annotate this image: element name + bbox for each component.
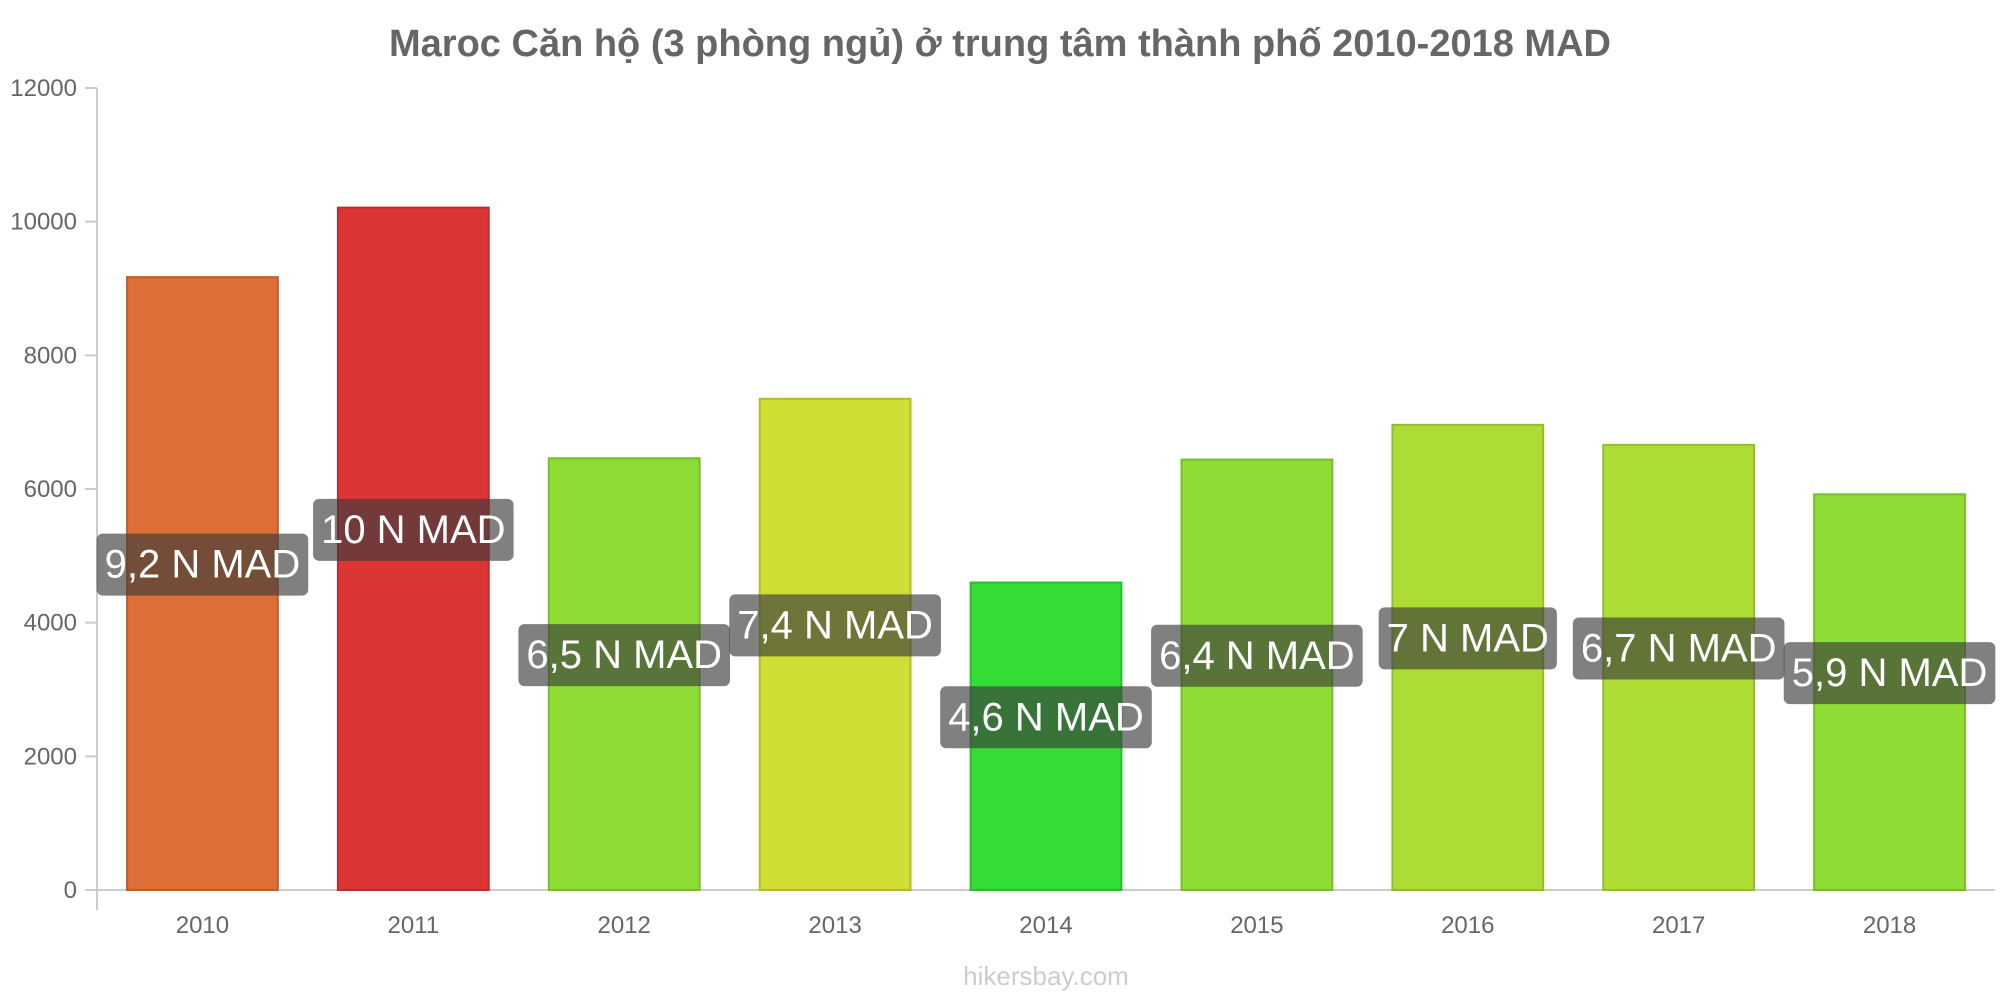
data-label-2013: 7,4 N MAD [729, 594, 941, 657]
x-tick-label: 2013 [808, 912, 861, 939]
data-labels-group: 9,2 N MAD 10 N MAD 6,5 N MAD 7,4 N MAD 4,6 N… [96, 498, 1996, 749]
x-tick-label: 2018 [1863, 912, 1916, 939]
y-tick-label: 0 [64, 877, 77, 904]
x-axis: 2010 2011 2012 2013 2014 2015 2016 2017 2018 [97, 889, 1995, 939]
data-label-2017: 6,7 N MAD [1572, 617, 1785, 680]
data-label-text: 9,2 N MAD [105, 543, 301, 587]
data-label-2014: 4,6 N MAD [940, 686, 1152, 749]
x-tick-label: 2017 [1652, 912, 1705, 939]
y-axis: 0 2000 4000 6000 8000 10000 12000 [10, 75, 98, 910]
x-tick-label: 2015 [1230, 912, 1283, 939]
y-tick-label: 10000 [10, 209, 77, 236]
y-tick-label: 4000 [24, 610, 77, 637]
y-tick-label: 6000 [24, 476, 77, 503]
data-label-text: 4,6 N MAD [948, 695, 1144, 739]
data-label-text: 6,4 N MAD [1159, 634, 1355, 678]
data-label-box [1378, 607, 1557, 670]
data-label-2010: 9,2 N MAD [96, 533, 309, 596]
data-label-2015: 6,4 N MAD [1151, 624, 1363, 687]
data-label-text: 10 N MAD [321, 508, 506, 552]
x-tick-label: 2011 [388, 912, 440, 939]
footer-watermark: hikersbay.com [963, 961, 1129, 991]
data-label-box [1151, 624, 1363, 687]
data-label-text: 7,4 N MAD [737, 603, 933, 647]
y-tick-label: 12000 [10, 75, 77, 102]
data-label-text: 6,7 N MAD [1581, 626, 1777, 670]
data-label-box [940, 686, 1152, 749]
data-label-box [1783, 642, 1996, 705]
data-label-2018: 5,9 N MAD [1783, 642, 1996, 705]
chart-title: Maroc Căn hộ (3 phòng ngủ) ở trung tâm t… [389, 23, 1611, 65]
data-label-box [518, 624, 731, 687]
x-tick-label: 2014 [1019, 912, 1072, 939]
data-label-2012: 6,5 N MAD [518, 624, 731, 687]
x-tick-label: 2016 [1441, 912, 1494, 939]
data-label-box [1572, 617, 1785, 680]
data-label-box [96, 533, 309, 596]
data-label-2016: 7 N MAD [1378, 607, 1557, 670]
y-tick-label: 2000 [24, 743, 77, 770]
data-label-text: 6,5 N MAD [526, 633, 722, 677]
data-label-box [313, 498, 514, 561]
x-tick-label: 2012 [598, 912, 651, 939]
data-label-text: 5,9 N MAD [1792, 651, 1988, 695]
x-tick-label: 2010 [176, 912, 229, 939]
data-label-2011: 10 N MAD [313, 498, 514, 561]
data-label-box [729, 594, 941, 657]
y-tick-label: 8000 [24, 342, 77, 369]
data-label-text: 7 N MAD [1387, 616, 1549, 660]
